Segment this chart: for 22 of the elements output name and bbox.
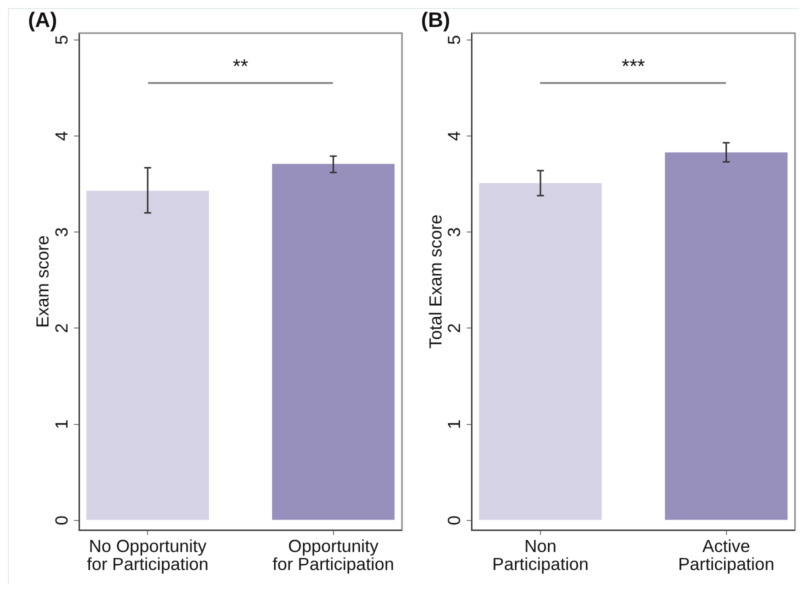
y-tick-label: 3 bbox=[51, 227, 72, 237]
y-tick-label: 5 bbox=[444, 35, 464, 45]
chart-title: (A) bbox=[28, 8, 58, 32]
y-tick-label: 0 bbox=[444, 515, 464, 526]
annotation: *** bbox=[622, 56, 646, 78]
y-tick-label: 5 bbox=[51, 35, 72, 45]
y-tick-label: 3 bbox=[444, 227, 464, 237]
x-tick-label: Non Participation bbox=[492, 536, 589, 574]
y-tick-label: 4 bbox=[444, 130, 464, 141]
y-axis-title: Total Exam score bbox=[425, 214, 446, 349]
y-tick-label: 0 bbox=[51, 515, 72, 526]
y-tick-label: 1 bbox=[444, 419, 464, 430]
x-tick-label: Active Participation bbox=[678, 536, 774, 574]
chart-title: (B) bbox=[421, 8, 450, 32]
annotation: ** bbox=[232, 56, 248, 78]
x-tick-label: No Opportunity for Participation bbox=[86, 536, 208, 574]
y-tick-label: 2 bbox=[51, 323, 72, 334]
y-tick-label: 1 bbox=[51, 419, 72, 430]
y-axis-title: Exam score bbox=[32, 235, 52, 328]
x-tick-label: Opportunity for Participation bbox=[272, 536, 394, 574]
y-tick-label: 2 bbox=[444, 323, 464, 334]
y-tick-label: 4 bbox=[51, 130, 72, 141]
